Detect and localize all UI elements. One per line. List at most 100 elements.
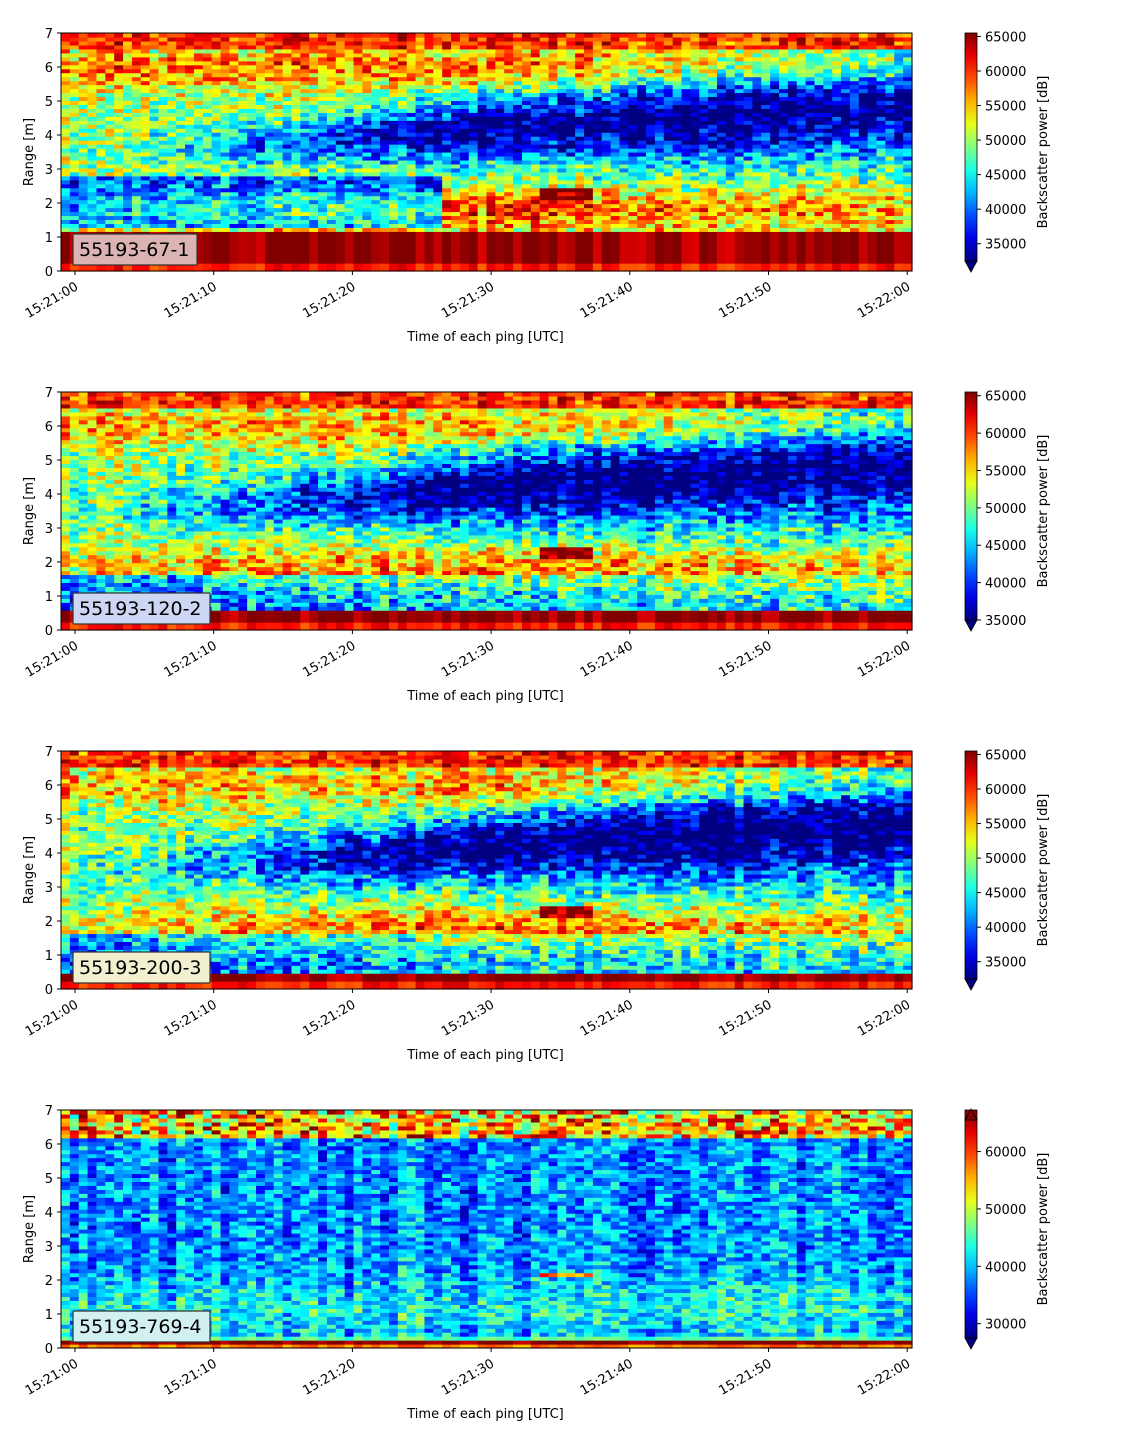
heatmap-cell — [646, 76, 656, 82]
heatmap-cell — [442, 199, 452, 205]
heatmap-cell — [779, 207, 789, 213]
heatmap-cell — [708, 64, 718, 70]
heatmap-cell — [353, 112, 363, 117]
heatmap-cell — [397, 215, 408, 221]
heatmap-cell — [247, 183, 257, 189]
heatmap-cell — [637, 187, 647, 193]
heatmap-cell — [477, 163, 488, 169]
heatmap-cell — [202, 120, 213, 125]
heatmap-cell — [380, 152, 390, 157]
heatmap-cell — [504, 100, 514, 105]
heatmap-cell — [78, 120, 89, 125]
heatmap-cell — [557, 191, 567, 197]
heatmap-cell — [211, 136, 222, 141]
heatmap-cell — [114, 267, 124, 272]
heatmap-cell — [699, 76, 709, 82]
heatmap-cell — [167, 267, 177, 272]
heatmap-cell — [415, 171, 426, 177]
heatmap-cell — [140, 52, 151, 58]
heatmap-cell — [539, 215, 550, 221]
heatmap-cell — [229, 120, 239, 125]
heatmap-cell — [646, 259, 656, 264]
heatmap-cell — [300, 72, 310, 78]
heatmap-cell — [770, 267, 780, 272]
heatmap-cell — [300, 88, 310, 94]
heatmap-cell — [557, 187, 567, 193]
heatmap-cell — [424, 140, 434, 145]
heatmap-cell — [442, 235, 452, 240]
heatmap-cell — [451, 96, 461, 102]
heatmap-cell — [787, 148, 798, 153]
heatmap-cell — [344, 84, 355, 90]
heatmap-cell — [521, 179, 532, 185]
heatmap-cell — [193, 72, 204, 78]
heatmap-cell — [61, 163, 71, 169]
heatmap-cell — [646, 120, 656, 125]
heatmap-cell — [619, 52, 629, 58]
heatmap-cell — [725, 203, 736, 209]
heatmap-cell — [140, 60, 151, 66]
heatmap-cell — [743, 255, 754, 260]
heatmap-cell — [557, 263, 567, 268]
heatmap-cell — [105, 199, 115, 205]
heatmap-cell — [495, 259, 505, 264]
heatmap-cell — [105, 76, 115, 82]
heatmap-cell — [380, 88, 390, 94]
heatmap-cell — [752, 243, 762, 248]
heatmap-cell — [734, 76, 745, 82]
heatmap-cell — [752, 247, 762, 252]
heatmap-cell — [318, 96, 328, 102]
heatmap-cell — [521, 259, 532, 264]
heatmap-cell — [309, 64, 319, 70]
heatmap-cell — [344, 88, 355, 94]
heatmap-cell — [238, 199, 248, 205]
heatmap-cell — [256, 48, 266, 54]
heatmap-cell — [256, 167, 266, 173]
heatmap-cell — [761, 163, 771, 169]
heatmap-cell — [300, 60, 310, 66]
heatmap-cell — [725, 116, 736, 121]
heatmap-cell — [530, 219, 541, 224]
heatmap-cell — [176, 207, 186, 213]
heatmap-cell — [264, 92, 275, 98]
heatmap-cell — [486, 120, 496, 125]
heatmap-cell — [309, 116, 319, 121]
heatmap-cell — [716, 68, 727, 74]
heatmap-cell — [406, 33, 417, 38]
heatmap-cell — [167, 167, 177, 173]
heatmap-cell — [309, 219, 319, 224]
heatmap-cell — [654, 259, 665, 264]
heatmap-cell — [424, 52, 434, 58]
heatmap-cell — [663, 207, 674, 213]
heatmap-cell — [353, 235, 363, 240]
heatmap-cell — [309, 76, 319, 82]
heatmap-cell — [557, 148, 567, 153]
heatmap-cell — [708, 36, 718, 42]
heatmap-cell — [264, 219, 275, 224]
heatmap-cell — [672, 92, 683, 98]
heatmap-cell — [176, 191, 186, 197]
heatmap-cell — [371, 104, 381, 109]
heatmap-cell — [433, 251, 443, 256]
heatmap-cell — [708, 259, 718, 264]
heatmap-cell — [504, 239, 514, 244]
heatmap-cell — [397, 68, 408, 74]
heatmap-cell — [654, 120, 665, 125]
heatmap-cell — [415, 136, 426, 141]
heatmap-cell — [699, 140, 709, 145]
heatmap-cell — [344, 96, 355, 102]
heatmap-cell — [140, 44, 151, 50]
heatmap-cell — [495, 100, 505, 105]
heatmap-cell — [176, 84, 186, 90]
heatmap-cell — [211, 187, 222, 193]
heatmap-cell — [548, 235, 559, 240]
heatmap-cell — [69, 155, 80, 161]
heatmap-cell — [78, 64, 89, 70]
heatmap-cell — [362, 203, 372, 209]
heatmap-cell — [681, 48, 691, 54]
heatmap-cell — [513, 203, 523, 209]
heatmap-cell — [752, 219, 762, 224]
heatmap-cell — [69, 227, 80, 232]
heatmap-cell — [725, 187, 736, 193]
heatmap-cell — [575, 227, 585, 232]
